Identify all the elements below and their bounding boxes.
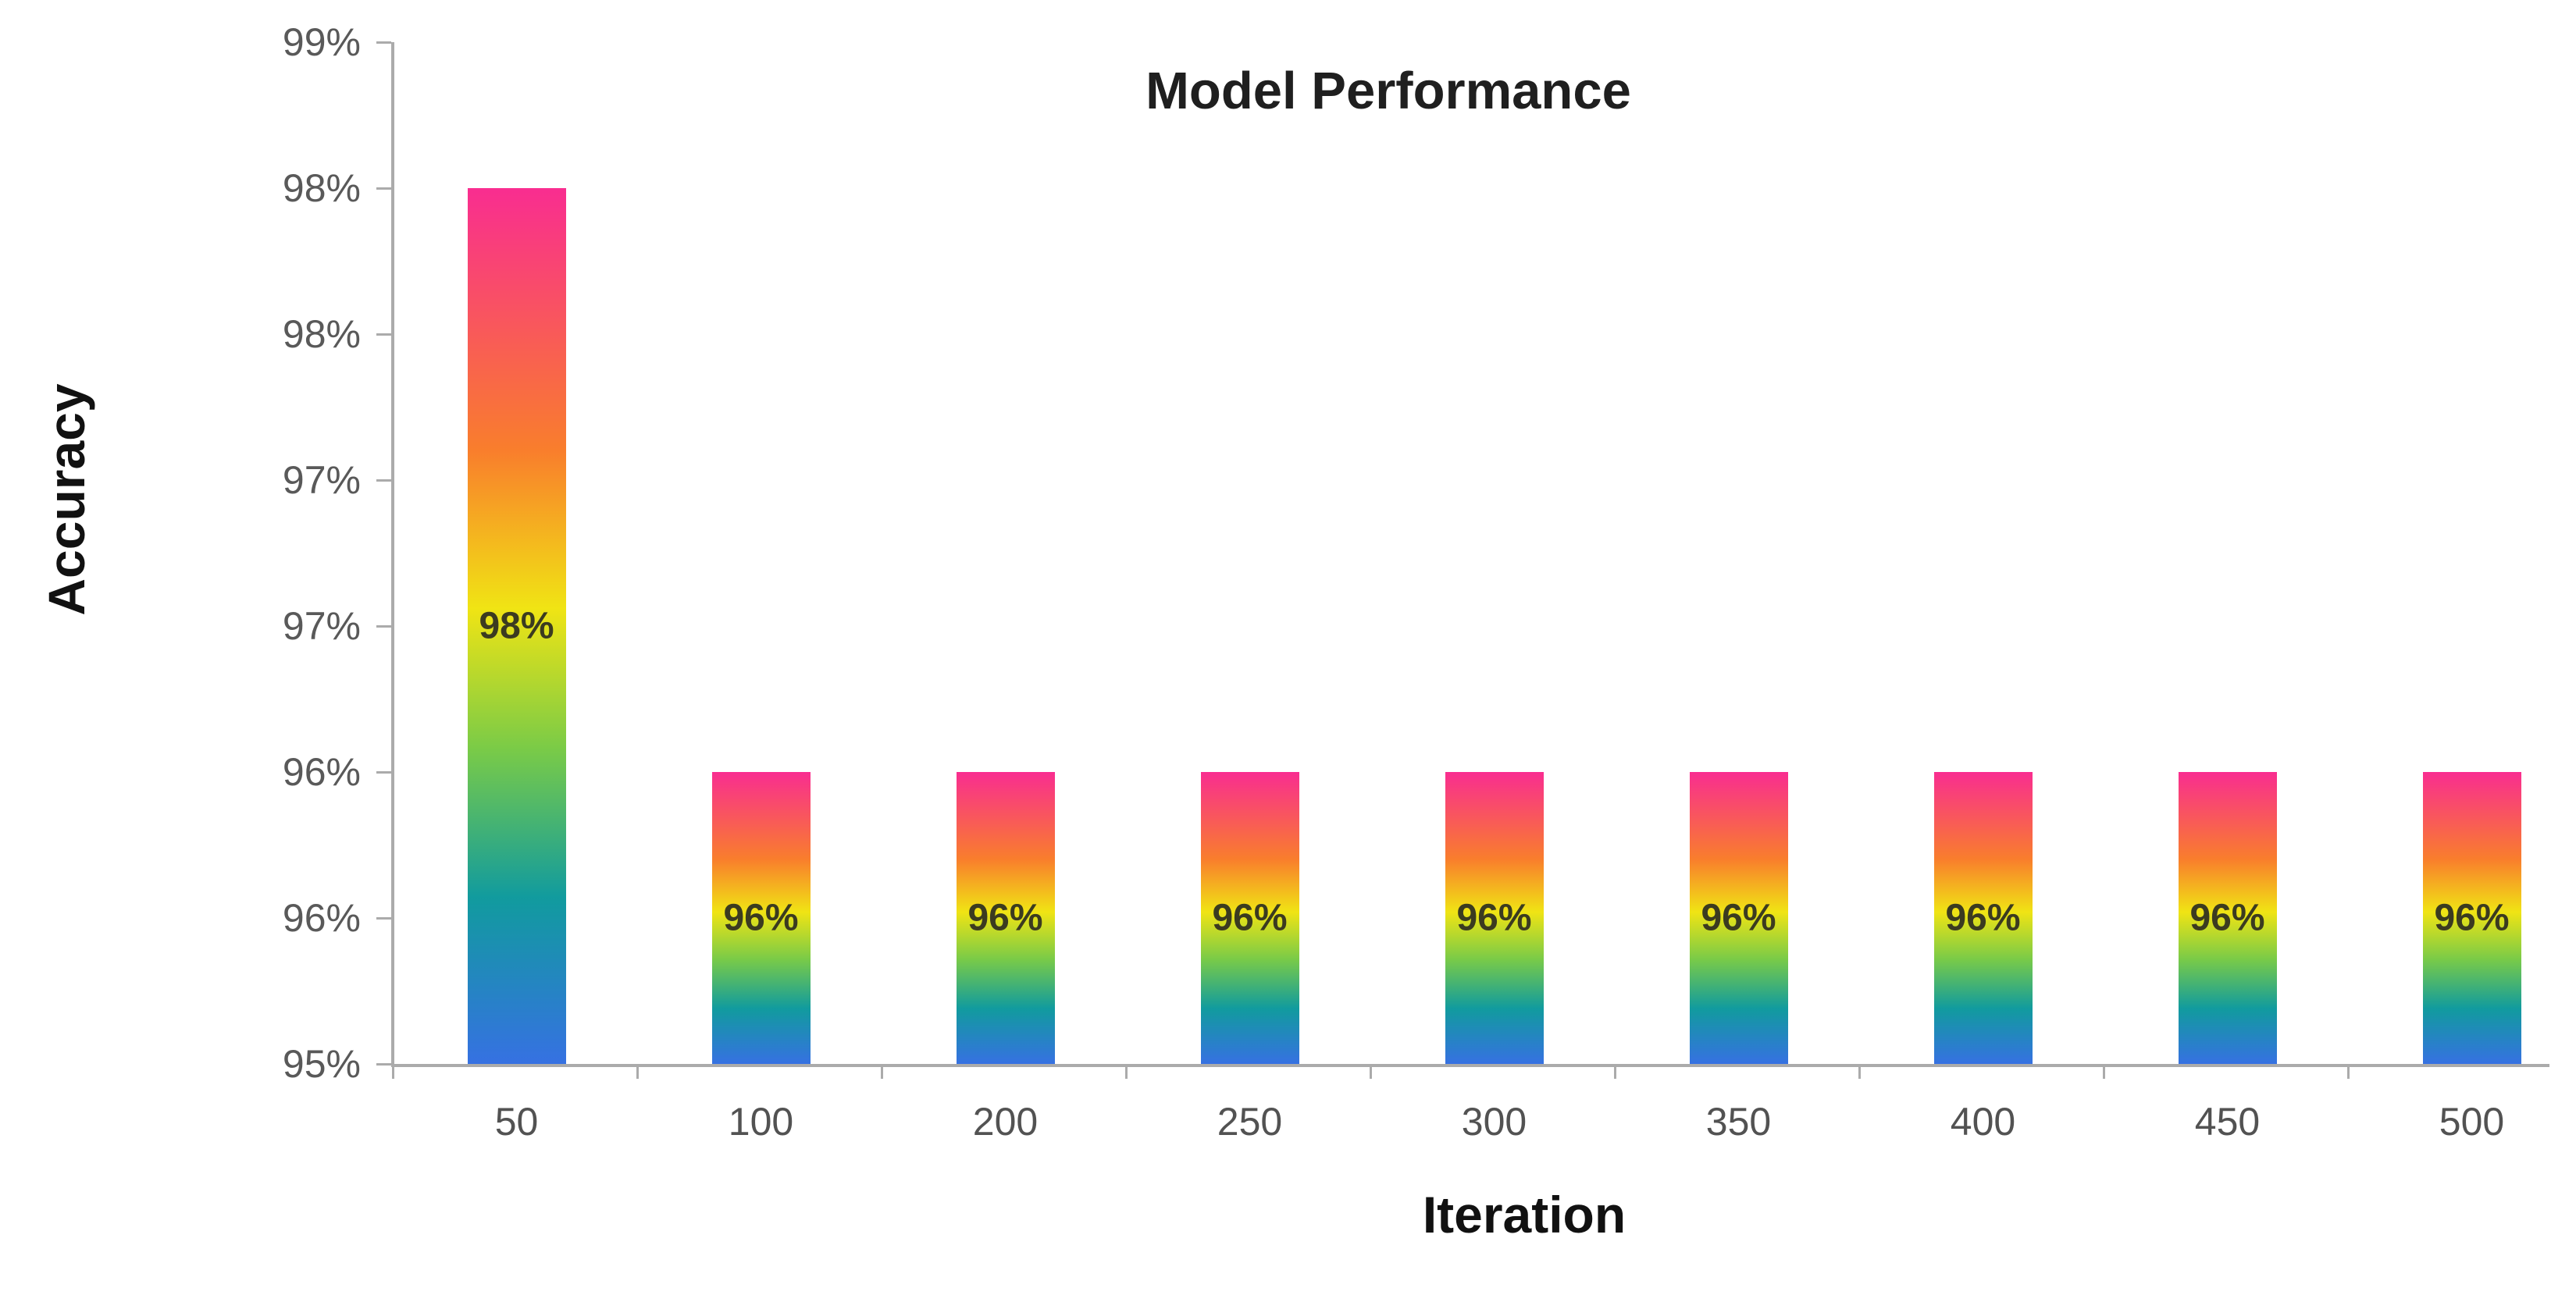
y-tick-label: 98% [282,312,361,356]
x-category-label: 200 [972,1100,1039,1144]
bar-300 [1445,772,1544,1064]
x-category-label: 100 [728,1100,794,1144]
x-axis-line [391,1064,2549,1067]
x-category-label: 300 [1461,1100,1527,1144]
y-tick-mark [376,917,391,920]
bar-data-label: 96% [2434,897,2510,939]
y-tick-label: 96% [282,896,361,940]
x-tick-mark [1614,1064,1616,1079]
bar-100 [711,772,811,1064]
x-tick-mark [1370,1064,1372,1079]
y-tick-label: 99% [282,20,361,64]
y-tick-mark [376,41,391,44]
y-tick-label: 96% [282,750,361,794]
bar-data-label: 96% [2189,897,2265,939]
x-category-label: 50 [494,1100,539,1144]
y-tick-label: 95% [282,1042,361,1086]
y-tick-label: 98% [282,166,361,210]
y-tick-mark [376,771,391,774]
y-tick-mark [376,479,391,482]
x-category-label: 450 [2194,1100,2261,1144]
x-category-label: 400 [1950,1100,2016,1144]
bar-data-label: 96% [723,897,799,939]
bar-data-label: 96% [1701,897,1776,939]
x-tick-mark [1125,1064,1128,1079]
y-axis-line [391,42,394,1064]
bar-data-label: 96% [1212,897,1288,939]
x-tick-mark [636,1064,639,1079]
y-tick-label: 97% [282,604,361,648]
x-category-label: 250 [1217,1100,1283,1144]
bar-250 [1200,772,1299,1064]
bar-data-label: 96% [1456,897,1532,939]
bar-data-label: 98% [479,605,554,647]
y-tick-mark [376,1063,391,1066]
bar-400 [1933,772,2033,1064]
x-tick-mark [881,1064,883,1079]
chart-title: Model Performance [1145,62,1631,120]
x-tick-mark [2103,1064,2105,1079]
bar-450 [2178,772,2277,1064]
x-tick-mark [1858,1064,1861,1079]
y-tick-mark [376,187,391,190]
y-tick-mark [376,625,391,628]
bar-50 [467,188,566,1064]
x-tick-mark [392,1064,394,1079]
bar-200 [956,772,1055,1064]
x-category-label: 500 [2439,1100,2505,1144]
y-tick-label: 97% [282,458,361,502]
x-axis-title: Iteration [1422,1186,1626,1243]
bar-data-label: 96% [1945,897,2021,939]
x-tick-mark [2347,1064,2350,1079]
y-tick-mark [376,333,391,336]
x-category-label: 350 [1705,1100,1772,1144]
bar-350 [1689,772,1788,1064]
y-axis-title: Accuracy [37,383,95,616]
bar-data-label: 96% [967,897,1043,939]
bar-500 [2422,772,2521,1064]
